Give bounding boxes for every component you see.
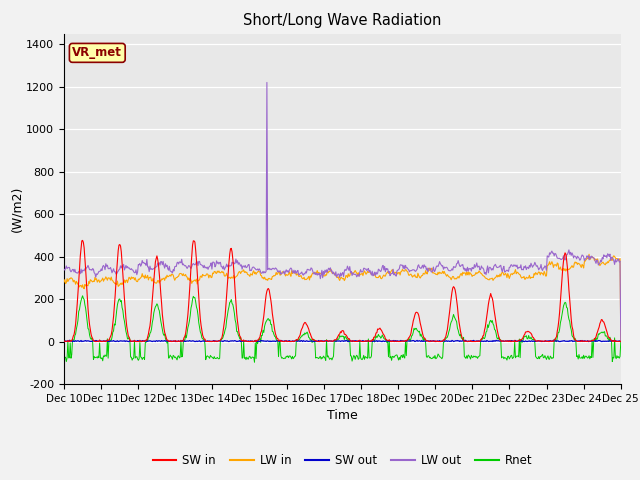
Title: Short/Long Wave Radiation: Short/Long Wave Radiation — [243, 13, 442, 28]
Legend: SW in, LW in, SW out, LW out, Rnet: SW in, LW in, SW out, LW out, Rnet — [148, 449, 537, 472]
Text: VR_met: VR_met — [72, 47, 122, 60]
Y-axis label: (W/m2): (W/m2) — [10, 186, 24, 232]
X-axis label: Time: Time — [327, 409, 358, 422]
